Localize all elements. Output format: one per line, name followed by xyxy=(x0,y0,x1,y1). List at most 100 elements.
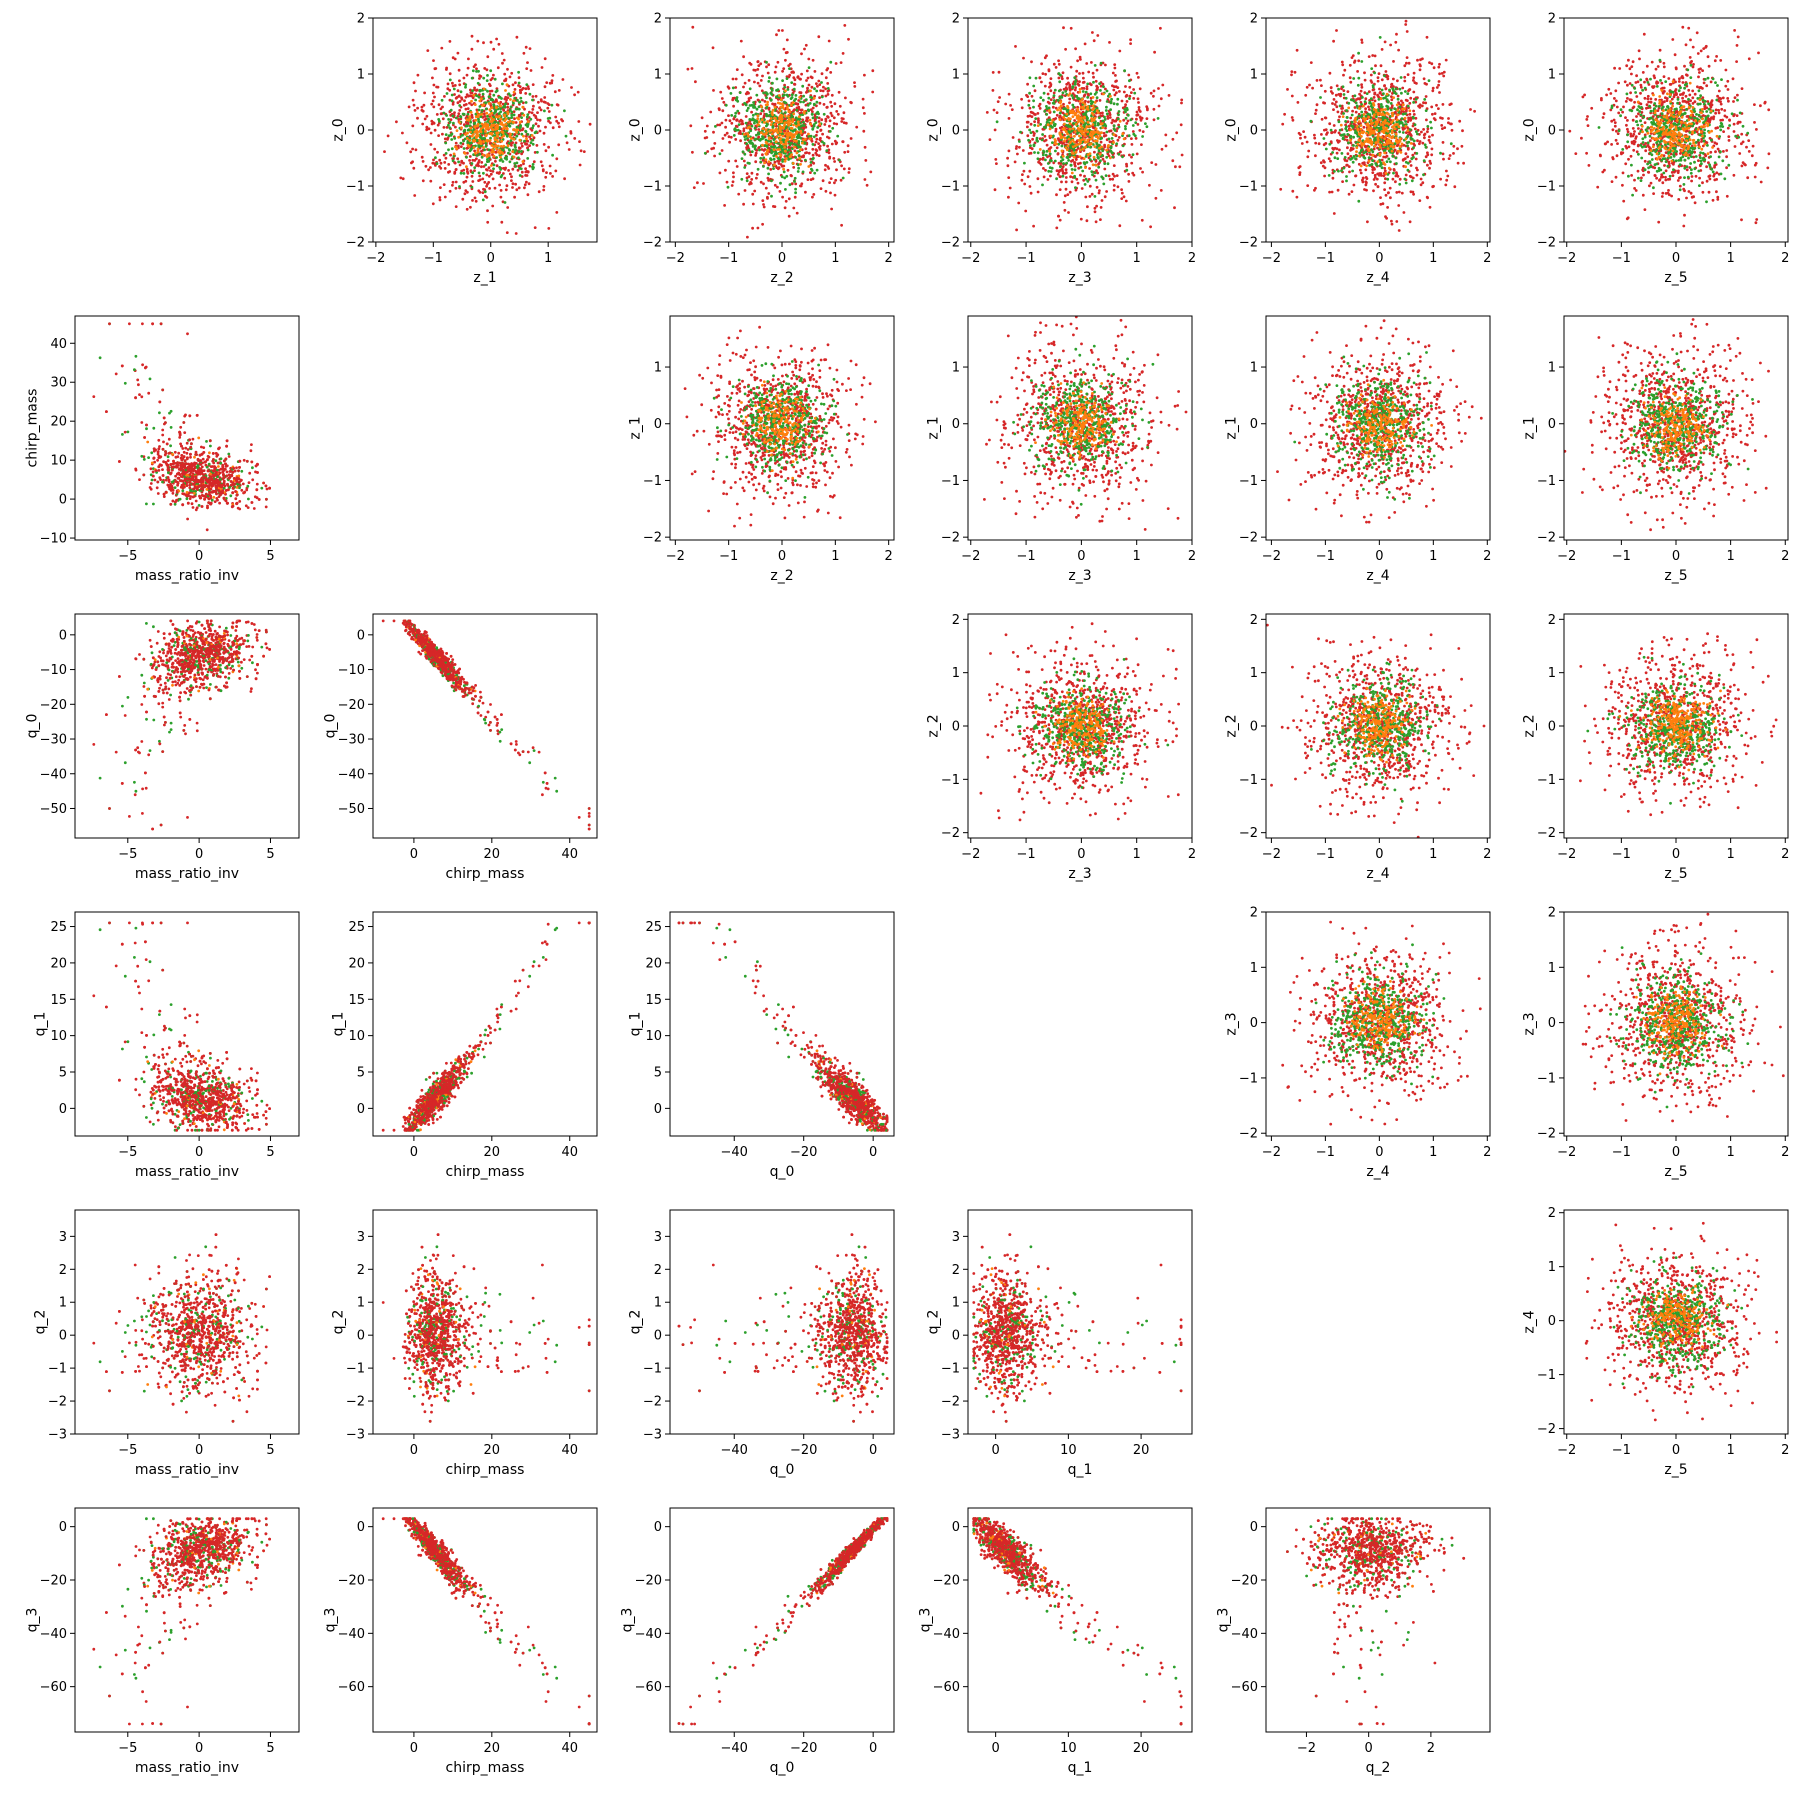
data-point xyxy=(517,70,520,74)
data-point xyxy=(522,113,526,117)
data-point xyxy=(413,194,417,197)
data-point xyxy=(1101,149,1105,153)
data-point xyxy=(1006,164,1010,168)
data-point xyxy=(1384,70,1388,73)
data-point xyxy=(445,126,449,129)
data-point xyxy=(1027,138,1030,142)
data-point xyxy=(1093,92,1097,96)
data-point xyxy=(1037,119,1040,122)
data-point xyxy=(1408,101,1412,105)
data-point xyxy=(824,76,828,80)
data-point xyxy=(444,152,448,155)
data-point xyxy=(1086,92,1090,96)
data-point xyxy=(425,125,429,129)
data-point xyxy=(734,128,738,132)
data-point xyxy=(487,166,491,170)
data-point xyxy=(468,155,472,158)
data-point xyxy=(1071,111,1075,115)
data-point xyxy=(1061,71,1065,75)
data-point xyxy=(525,117,529,121)
data-point xyxy=(504,122,508,126)
data-point xyxy=(449,114,453,117)
data-point xyxy=(1093,195,1097,198)
data-point xyxy=(1035,136,1039,140)
data-point xyxy=(749,141,752,145)
data-point xyxy=(425,114,429,118)
data-point xyxy=(822,103,826,106)
data-point xyxy=(742,85,745,89)
data-point xyxy=(1088,195,1092,198)
data-point xyxy=(507,151,510,155)
data-point xyxy=(1101,82,1105,86)
data-point xyxy=(1108,177,1112,181)
data-point xyxy=(510,116,513,119)
data-point xyxy=(536,111,539,114)
data-point xyxy=(529,69,533,72)
data-point xyxy=(748,125,751,129)
data-point xyxy=(869,170,873,174)
data-point xyxy=(809,98,813,102)
data-point xyxy=(395,120,398,124)
data-point xyxy=(433,147,437,151)
data-point xyxy=(1389,196,1392,200)
data-point xyxy=(480,165,483,169)
data-point xyxy=(1392,85,1395,88)
data-point xyxy=(797,126,801,129)
data-point xyxy=(506,96,510,100)
data-point xyxy=(1412,79,1415,82)
data-point xyxy=(456,89,460,93)
data-point xyxy=(1138,115,1142,119)
data-point xyxy=(745,176,749,180)
data-point xyxy=(749,96,753,100)
data-point xyxy=(519,91,522,95)
data-point xyxy=(1311,86,1314,90)
data-point xyxy=(738,91,742,94)
data-point xyxy=(760,131,763,135)
data-point xyxy=(510,113,514,117)
data-point xyxy=(739,132,743,136)
data-point xyxy=(1103,145,1106,149)
data-point xyxy=(863,112,866,115)
data-point xyxy=(765,112,768,116)
data-point xyxy=(505,155,508,159)
data-point xyxy=(815,116,819,119)
data-point xyxy=(1106,117,1110,120)
data-point xyxy=(1046,178,1050,181)
data-point xyxy=(997,70,1001,74)
data-point xyxy=(728,140,731,144)
data-point xyxy=(780,175,784,179)
data-point xyxy=(485,79,489,82)
data-point xyxy=(1097,162,1100,166)
data-point xyxy=(578,140,581,144)
data-point xyxy=(791,162,795,165)
data-point xyxy=(440,98,444,102)
data-point xyxy=(1048,152,1052,156)
data-point xyxy=(797,108,801,111)
data-point xyxy=(1030,60,1033,64)
data-point xyxy=(751,113,755,117)
data-point xyxy=(1073,161,1077,165)
data-point xyxy=(1402,211,1406,214)
data-point xyxy=(762,156,766,160)
data-point xyxy=(795,124,798,128)
data-point xyxy=(514,148,518,152)
data-point xyxy=(761,199,765,203)
data-point xyxy=(476,115,480,118)
data-point xyxy=(763,161,766,165)
data-point xyxy=(514,128,518,132)
data-point xyxy=(1416,58,1419,62)
data-point xyxy=(1109,108,1112,111)
data-point xyxy=(826,87,830,90)
data-point xyxy=(804,103,808,107)
data-point xyxy=(794,182,798,186)
data-point xyxy=(817,116,821,120)
data-point xyxy=(846,150,850,154)
data-point xyxy=(741,150,745,154)
data-point xyxy=(1064,187,1068,191)
data-point xyxy=(1080,187,1084,190)
data-point xyxy=(1058,175,1062,179)
data-point xyxy=(755,93,759,97)
data-point xyxy=(515,152,518,156)
data-point xyxy=(530,128,534,132)
data-point xyxy=(798,77,802,81)
